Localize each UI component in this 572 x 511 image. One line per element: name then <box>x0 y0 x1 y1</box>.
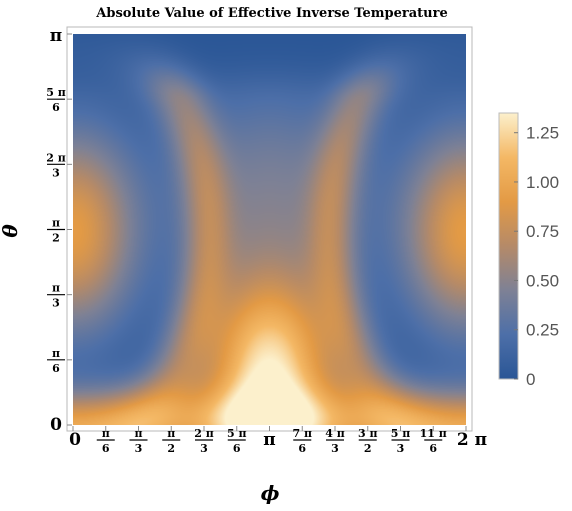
svg-text:2: 2 <box>52 232 60 245</box>
x-tick-label: 0 <box>69 430 81 450</box>
x-tick-label: π <box>263 430 275 450</box>
svg-text:3: 3 <box>331 442 339 455</box>
x-tick-label: 4 π3 <box>325 427 345 455</box>
y-tick-label: 5 π6 <box>46 86 66 114</box>
svg-text:7 π: 7 π <box>292 427 312 440</box>
svg-text:11 π: 11 π <box>420 427 447 440</box>
svg-text:2: 2 <box>167 442 175 455</box>
svg-text:6: 6 <box>102 442 110 455</box>
x-tick-label: 3 π2 <box>358 427 378 455</box>
x-tick-label: 2 π3 <box>194 427 214 455</box>
colorbar-tick-label: 0.25 <box>526 321 559 340</box>
x-tick-label: 7 π6 <box>292 427 312 455</box>
chart-title: Absolute Value of Effective Inverse Temp… <box>95 6 447 21</box>
svg-text:5 π: 5 π <box>391 427 411 440</box>
svg-text:3 π: 3 π <box>358 427 378 440</box>
svg-text:3: 3 <box>135 442 143 455</box>
svg-text:π: π <box>52 347 60 360</box>
svg-text:π: π <box>102 427 110 440</box>
svg-text:3: 3 <box>397 442 405 455</box>
y-tick-label: π6 <box>47 347 65 375</box>
svg-text:2: 2 <box>364 442 372 455</box>
x-tick-label: π2 <box>162 427 181 455</box>
svg-text:6: 6 <box>52 101 60 114</box>
svg-text:3: 3 <box>200 442 208 455</box>
colorbar-tick-label: 1.00 <box>526 173 559 192</box>
y-tick-label: π2 <box>47 217 65 245</box>
colorbar: 0 0.25 0.50 0.75 1.00 1.25 <box>498 112 559 389</box>
y-tick-label: 0 <box>50 415 62 435</box>
heatmap-image <box>73 34 466 425</box>
svg-text:6: 6 <box>429 442 437 455</box>
svg-text:5 π: 5 π <box>46 86 66 99</box>
x-tick-label: 2 π <box>457 430 487 450</box>
svg-text:3: 3 <box>52 297 60 310</box>
x-tick-label: 11 π 6 <box>420 427 447 455</box>
svg-text:π: π <box>52 282 60 295</box>
x-tick-label: π6 <box>96 427 115 455</box>
svg-text:6: 6 <box>233 442 241 455</box>
svg-text:0: 0 <box>50 415 62 435</box>
svg-text:π: π <box>50 26 62 46</box>
plot-area <box>66 26 473 432</box>
colorbar-tick-label: 1.25 <box>526 124 559 143</box>
colorbar-tick-label: 0 <box>526 370 535 389</box>
y-tick-label: π <box>50 26 62 46</box>
svg-text:2 π: 2 π <box>46 151 66 164</box>
svg-text:3: 3 <box>52 166 60 179</box>
svg-text:π: π <box>134 427 142 440</box>
y-axis-label: θ <box>0 224 22 238</box>
svg-text:2 π: 2 π <box>194 427 214 440</box>
svg-text:π: π <box>167 427 175 440</box>
colorbar-tick-label: 0.75 <box>526 222 559 241</box>
y-tick-label: 2 π3 <box>46 151 66 179</box>
colorbar-gradient <box>498 112 519 380</box>
svg-text:2 π: 2 π <box>457 430 487 450</box>
svg-text:π: π <box>263 430 275 450</box>
x-tick-label: 5 π6 <box>227 427 247 455</box>
y-tick-label: π3 <box>47 282 65 310</box>
x-tick-label: 5 π3 <box>391 427 411 455</box>
svg-text:6: 6 <box>298 442 306 455</box>
svg-text:4 π: 4 π <box>325 427 345 440</box>
colorbar-tick-label: 0.50 <box>526 271 559 290</box>
svg-text:5 π: 5 π <box>227 427 247 440</box>
x-tick-label: π3 <box>129 427 148 455</box>
x-axis-label: ϕ <box>261 481 280 505</box>
svg-text:6: 6 <box>52 362 60 375</box>
svg-text:π: π <box>52 217 60 230</box>
svg-text:0: 0 <box>69 430 81 450</box>
